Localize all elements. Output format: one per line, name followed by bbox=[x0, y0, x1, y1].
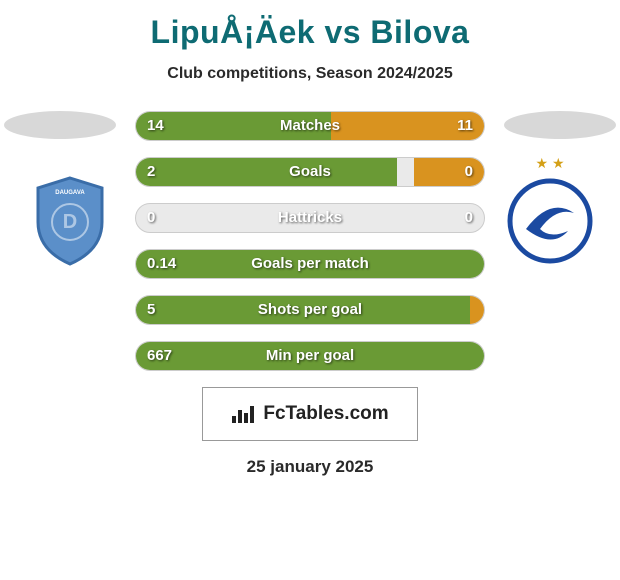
stat-value-left: 14 bbox=[147, 111, 164, 141]
shield-icon: DAUGAVA D bbox=[32, 176, 108, 266]
shadow-oval-left bbox=[4, 111, 116, 139]
stat-value-left: 2 bbox=[147, 157, 155, 187]
subtitle: Club competitions, Season 2024/2025 bbox=[0, 65, 620, 83]
stat-row: Min per goal667 bbox=[135, 341, 485, 371]
stat-row: Goals per match0.14 bbox=[135, 249, 485, 279]
stat-value-right: 0 bbox=[465, 157, 473, 187]
stat-value-left: 0.14 bbox=[147, 249, 176, 279]
stat-label: Hattricks bbox=[135, 203, 485, 233]
stat-value-right: 11 bbox=[457, 111, 473, 141]
stat-label: Goals per match bbox=[135, 249, 485, 279]
stat-label: Matches bbox=[135, 111, 485, 141]
badge-left-text: DAUGAVA bbox=[55, 190, 85, 196]
date-text: 25 january 2025 bbox=[0, 457, 620, 477]
brand-box: FcTables.com bbox=[202, 387, 418, 441]
team-badge-left: DAUGAVA D bbox=[20, 171, 120, 271]
stat-value-right: 0 bbox=[465, 203, 473, 233]
page-title: LipuÅ¡Äek vs Bilova bbox=[0, 0, 620, 51]
stat-bars: Matches1411Goals20Hattricks00Goals per m… bbox=[135, 111, 485, 371]
team-badge-right: ★ ★ bbox=[500, 171, 600, 271]
stat-value-left: 667 bbox=[147, 341, 172, 371]
stat-label: Goals bbox=[135, 157, 485, 187]
comparison-area: DAUGAVA D ★ ★ Matches1411Goals20Hattrick… bbox=[0, 111, 620, 371]
dynamo-icon bbox=[506, 177, 594, 265]
stat-label: Shots per goal bbox=[135, 295, 485, 325]
stat-row: Goals2 0 bbox=[135, 157, 485, 187]
stat-value-left: 0 bbox=[147, 203, 155, 233]
stat-label: Min per goal bbox=[135, 341, 485, 371]
chart-icon bbox=[231, 404, 257, 424]
stat-value-left: 5 bbox=[147, 295, 155, 325]
shadow-oval-right bbox=[504, 111, 616, 139]
brand-text: FcTables.com bbox=[263, 403, 388, 425]
badge-stars: ★ ★ bbox=[500, 155, 600, 172]
stat-row: Matches14 11 bbox=[135, 111, 485, 141]
stat-row: Hattricks0 0 bbox=[135, 203, 485, 233]
svg-text:D: D bbox=[63, 211, 77, 233]
stat-row: Shots per goal5 bbox=[135, 295, 485, 325]
